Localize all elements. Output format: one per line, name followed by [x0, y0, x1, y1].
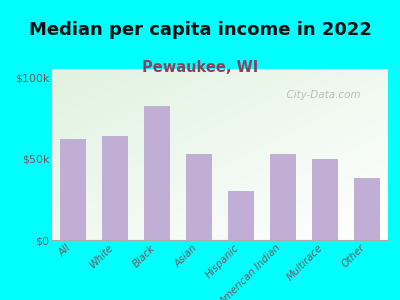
Bar: [144, 106, 170, 240]
Bar: [270, 154, 296, 240]
Text: Median per capita income in 2022: Median per capita income in 2022: [28, 21, 372, 39]
Text: Pewaukee, WI: Pewaukee, WI: [142, 60, 258, 75]
Bar: [312, 159, 338, 240]
Bar: [354, 178, 380, 240]
Text: City-Data.com: City-Data.com: [280, 89, 361, 100]
Bar: [102, 136, 128, 240]
Bar: [186, 154, 212, 240]
Bar: [60, 139, 86, 240]
Bar: [228, 191, 254, 240]
